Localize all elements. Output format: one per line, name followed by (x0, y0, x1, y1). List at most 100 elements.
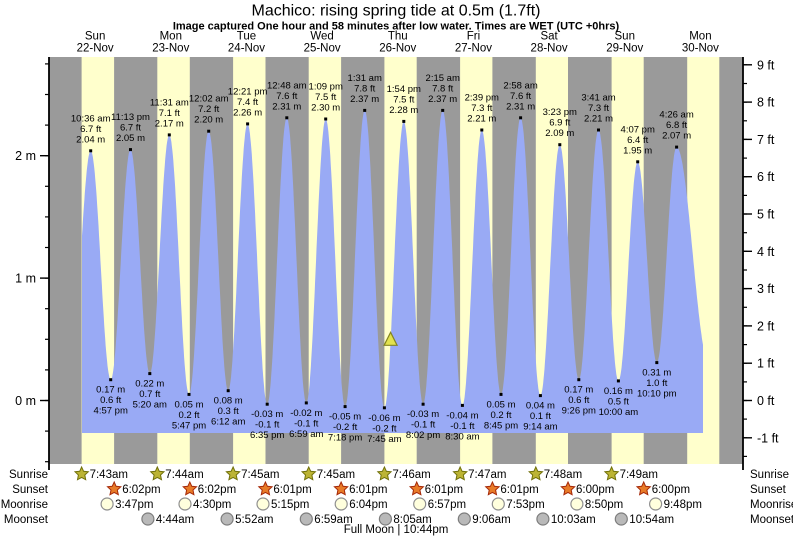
moonset-circle-icon (299, 512, 313, 526)
sunset-time: 6:00pm (652, 484, 690, 496)
high-tide-label-line: 10:36 am (71, 113, 111, 124)
sunset-time: 6:02pm (198, 484, 236, 496)
low-tide-label-line: 0.08 m (214, 396, 243, 407)
tide-event-dot (616, 379, 620, 383)
tide-event-dot (207, 129, 211, 133)
right-axis-tick-label: 1 ft (757, 357, 775, 371)
sunrise-star-icon (300, 465, 317, 481)
day-name-label: Tue (237, 31, 256, 43)
sunrise-time: 7:44am (165, 469, 203, 481)
tide-event-dot (363, 108, 367, 112)
low-tide-label-line: 1.0 ft (646, 378, 667, 389)
current-tide-marker (383, 330, 399, 346)
sunrise-star-icon (376, 465, 393, 481)
tide-event-dot (89, 149, 93, 153)
low-tide-label-line: -0.1 ft (411, 420, 436, 431)
moonset-row-label-right: Moonset (750, 514, 793, 526)
low-tide-label-line: 9:14 am (523, 422, 557, 433)
tide-event-dot (343, 405, 347, 409)
moonset-circle-icon (220, 512, 234, 526)
day-labels: Sun22-NovMon23-NovTue24-NovWed25-NovThu2… (77, 31, 720, 55)
moonrise-circle-icon (648, 497, 663, 511)
low-tide-label-line: 7:45 am (367, 434, 401, 445)
low-tide-label-line: 5:47 pm (172, 420, 206, 431)
moonset-circle-icon (536, 512, 550, 526)
high-tide-label-line: 2.04 m (76, 134, 105, 145)
sunrise-star-icon (528, 465, 544, 481)
high-tide-label-line: 2.37 m (428, 94, 457, 105)
tide-event-dot (441, 108, 445, 112)
low-tide-label-line: -0.02 m (290, 408, 322, 419)
moonset-time: 8:05am (393, 514, 431, 526)
sunrise-star-icon (603, 465, 620, 481)
astro-rows: 7:43am 7:44am 7:45am 7:45am 7:46am 7:47am 7:48… (73, 465, 702, 526)
sunrise-star-icon (149, 465, 166, 481)
moonset-time: 4:44am (156, 514, 194, 526)
low-tide-label-line: 0.3 ft (218, 406, 239, 417)
low-tide-label-line: 0.17 m (96, 385, 125, 396)
low-tide-label-line: 10:10 pm (637, 389, 677, 400)
low-tide-label-line: 0.5 ft (608, 396, 629, 407)
day-date-label: 25-Nov (304, 43, 341, 55)
right-axis-tick-label: 0 ft (757, 394, 775, 408)
low-tide-label-line: -0.04 m (446, 410, 478, 421)
axes: 0 m 1 m 2 m -1 ft 0 ft 1 ft 2 ft 3 ft 4 ft 5 ft 6 … (15, 57, 779, 470)
low-tide-label-line: -0.1 ft (294, 418, 319, 429)
tide-event-dot (304, 401, 308, 405)
right-axis-tick-label: 3 ft (757, 282, 775, 296)
tide-event-dot (675, 145, 679, 149)
full-moon-note: Full Moon | 10:44pm (344, 524, 449, 536)
high-tide-label-line: 1:54 pm (387, 84, 421, 95)
high-tide-label-line: 2.07 m (662, 131, 691, 142)
high-tide-label-line: 3:41 am (581, 93, 615, 104)
high-tide-label-line: 2.21 m (584, 114, 613, 125)
moonrise-circle-icon (413, 497, 427, 511)
tide-event-dot (285, 116, 289, 120)
low-tide-label-line: -0.1 ft (450, 421, 475, 432)
day-date-label: 27-Nov (455, 43, 492, 55)
low-tide-label-line: -0.1 ft (255, 420, 280, 431)
high-tide-label-line: 4:07 pm (621, 124, 655, 135)
sunrise-star-icon (73, 465, 90, 481)
sunrise-time: 7:43am (90, 469, 128, 481)
day-name-label: Thu (388, 31, 408, 43)
tide-event-dot (519, 116, 523, 120)
tide-event-dot (187, 392, 191, 396)
tide-event-dot (129, 148, 132, 152)
high-tide-label-line: 7.4 ft (237, 97, 258, 108)
tide-event-dot (636, 160, 640, 164)
right-axis-tick-label: 7 ft (757, 133, 775, 147)
sunrise-time: 7:45am (241, 469, 279, 481)
low-tide-label-line: 0.7 ft (139, 389, 160, 400)
high-tide-label-line: 2.31 m (506, 101, 535, 112)
right-axis-tick-label: 2 ft (757, 319, 775, 333)
high-tide-label-line: 7.5 ft (315, 92, 336, 103)
low-tide-label-line: 0.04 m (526, 401, 555, 412)
low-tide-label-line: -0.2 ft (372, 423, 397, 434)
tide-event-dot (558, 143, 562, 147)
high-tide-label-line: 2.28 m (389, 105, 418, 116)
low-tide-label-line: 10:00 am (599, 407, 639, 418)
low-tide-label-line: 0.6 ft (100, 395, 121, 406)
tide-curve-area (82, 110, 703, 434)
sunset-time: 6:02pm (122, 484, 160, 496)
sunset-time: 6:01pm (425, 484, 463, 496)
high-tide-label-line: 7.3 ft (471, 103, 492, 114)
tide-event-dot (655, 361, 659, 365)
tide-event-dot (421, 402, 425, 406)
left-axis-tick-label: 2 m (15, 149, 36, 163)
high-tide-label-line: 1:09 pm (309, 82, 343, 93)
moonrise-row-label-right: Moonrise (750, 499, 793, 511)
sunset-time: 6:01pm (500, 484, 538, 496)
high-tide-label-line: 7.5 ft (393, 94, 414, 105)
sunrise-time: 7:47am (468, 469, 506, 481)
tide-event-dot (480, 128, 484, 132)
high-tide-label-line: 11:13 pm (111, 112, 150, 123)
high-tide-label-line: 2.37 m (350, 94, 379, 105)
tide-event-dot (148, 372, 152, 376)
moonrise-time: 6:57pm (428, 499, 466, 511)
moonrise-time: 8:50pm (585, 499, 623, 511)
high-tide-label-line: 7.2 ft (198, 104, 219, 115)
high-tide-label-line: 2:58 am (503, 80, 537, 91)
